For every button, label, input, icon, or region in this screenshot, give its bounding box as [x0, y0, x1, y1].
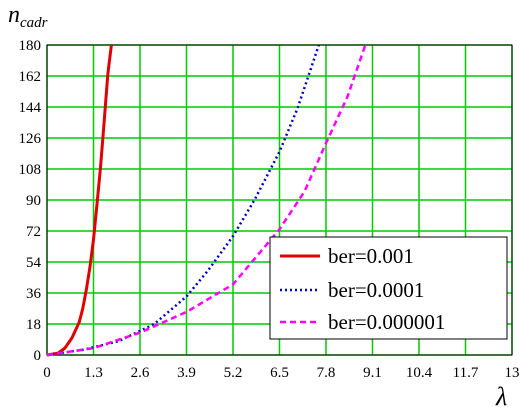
x-tick-label: 13	[505, 365, 520, 381]
x-tick-label: 3.9	[177, 365, 196, 381]
x-tick-label: 2.6	[131, 365, 150, 381]
y-tick-label: 18	[26, 317, 41, 333]
y-tick-label: 54	[26, 255, 42, 271]
y-tick-label: 90	[26, 193, 41, 209]
y-tick-label: 144	[19, 100, 42, 116]
x-axis-label: λ	[495, 382, 507, 411]
y-tick-label: 108	[19, 162, 42, 178]
y-tick-label: 0	[34, 348, 42, 364]
legend-label-ber-0.000001: ber=0.000001	[328, 310, 445, 334]
x-tick-label: 7.8	[317, 365, 336, 381]
x-tick-label: 6.5	[270, 365, 289, 381]
legend-box	[269, 236, 508, 340]
x-tick-labels: 0 1.3 2.6 3.9 5.2 6.5 7.8 9.1 10.4 11.7 13	[43, 365, 519, 381]
y-axis-label-main: n	[8, 2, 20, 28]
series-line-ber-0.001	[46, 44, 113, 357]
x-tick-label: 0	[43, 365, 51, 381]
y-tick-labels: 0 18 36 54 72 90 108 126 144 162 180	[19, 38, 42, 364]
x-tick-label: 11.7	[453, 365, 479, 381]
y-tick-label: 126	[19, 131, 42, 147]
series-layer	[46, 44, 367, 357]
y-tick-label: 72	[26, 224, 41, 240]
legend-label-ber-0.0001: ber=0.0001	[328, 278, 424, 302]
y-tick-label: 162	[19, 69, 42, 85]
x-tick-label: 9.1	[363, 365, 382, 381]
plot-border	[46, 44, 513, 356]
legend: ber=0.001 ber=0.0001 ber=0.000001	[269, 236, 508, 340]
x-tick-label: 1.3	[84, 365, 103, 381]
y-tick-label: 36	[26, 286, 42, 302]
x-tick-label: 5.2	[224, 365, 243, 381]
series-line-ber-0.000001	[46, 44, 367, 357]
legend-label-ber-0.001: ber=0.001	[328, 244, 414, 268]
y-axis-label-subscript: cadr	[20, 15, 48, 31]
y-tick-label: 180	[19, 38, 42, 54]
x-tick-label: 10.4	[406, 365, 433, 381]
y-axis-label: ncadr	[8, 2, 48, 31]
